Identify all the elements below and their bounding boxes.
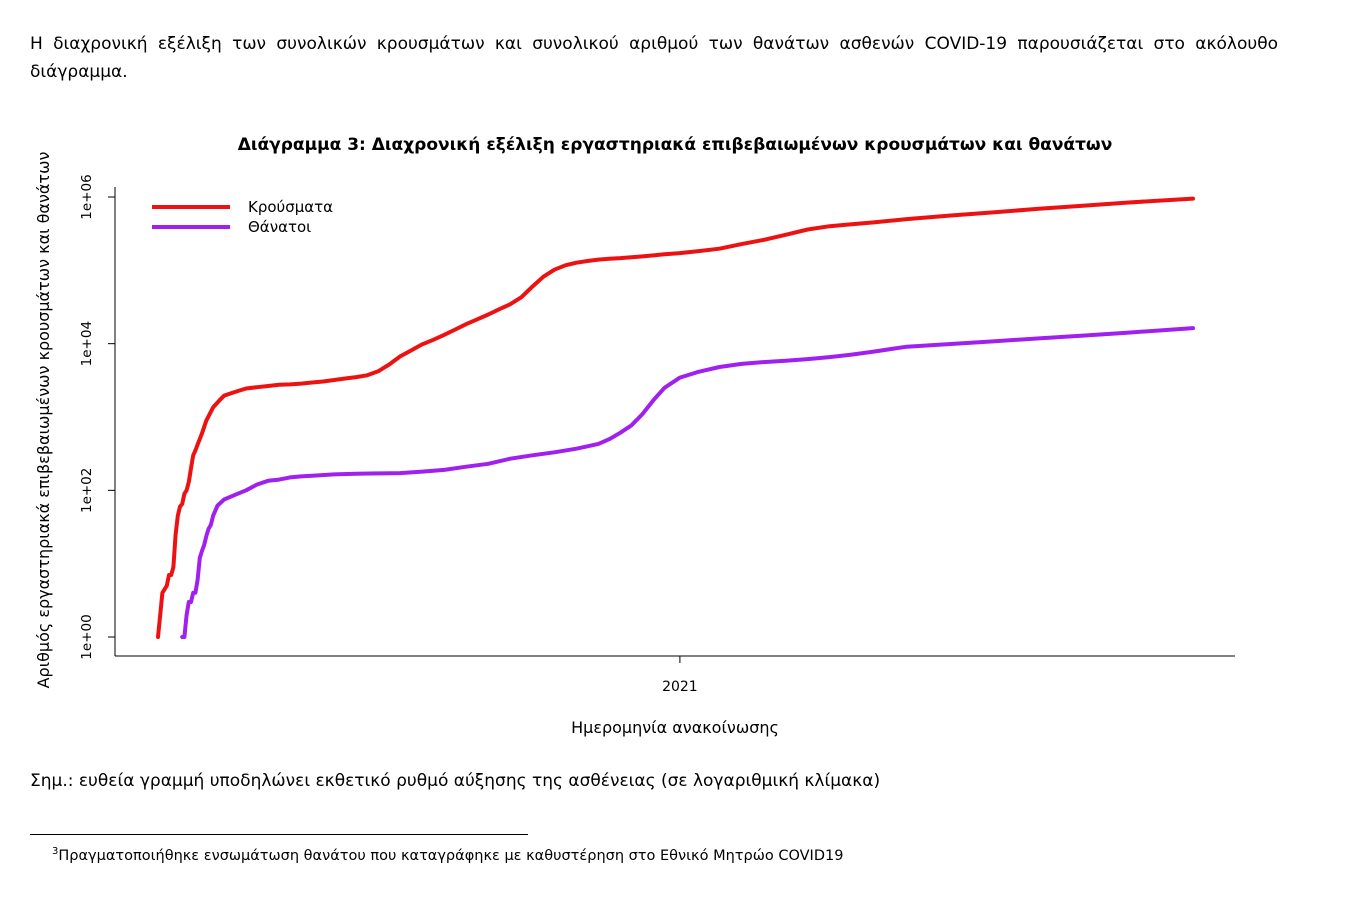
y-tick-label: 1e+06 — [79, 174, 95, 219]
y-tick-label: 1e+00 — [79, 614, 95, 659]
footnote-number: 3 — [52, 846, 59, 857]
footnote-divider — [30, 834, 528, 835]
y-tick-label: 1e+04 — [79, 321, 95, 366]
legend: Κρούσματα Θάνατοι — [152, 198, 333, 236]
legend-label: Θάνατοι — [248, 218, 311, 236]
x-tick-label: 2021 — [662, 679, 698, 695]
chart-title: Διάγραμμα 3: Διαχρονική εξέλιξη εργαστηρ… — [238, 135, 1113, 155]
x-axis-label: Ημερομηνία ανακοίνωσης — [571, 718, 779, 737]
y-axis-label: Αριθμός εργαστηριακά επιβεβαιωμένων κρου… — [34, 152, 53, 689]
footnote-text: Πραγματοποιήθηκε ενσωμάτωση θανάτου που … — [58, 847, 844, 864]
legend-label: Κρούσματα — [248, 198, 333, 216]
cases-series-line — [156, 196, 1195, 639]
y-tick-label: 1e+02 — [79, 468, 95, 513]
line-chart: Διάγραμμα 3: Διαχρονική εξέλιξη εργαστηρ… — [34, 135, 1235, 737]
plot-axes: 1e+00 1e+02 1e+04 1e+06 2021 — [79, 174, 1235, 695]
footnote: 3Πραγματοποιήθηκε ενσωμάτωση θανάτου που… — [52, 846, 843, 864]
deaths-series-line — [180, 326, 1195, 639]
plot-lines — [156, 196, 1195, 639]
intro-paragraph: Η διαχρονική εξέλιξη των συνολικών κρουσ… — [30, 34, 1278, 82]
chart-note: Σημ.: ευθεία γραμμή υποδηλώνει εκθετικό … — [30, 771, 881, 791]
